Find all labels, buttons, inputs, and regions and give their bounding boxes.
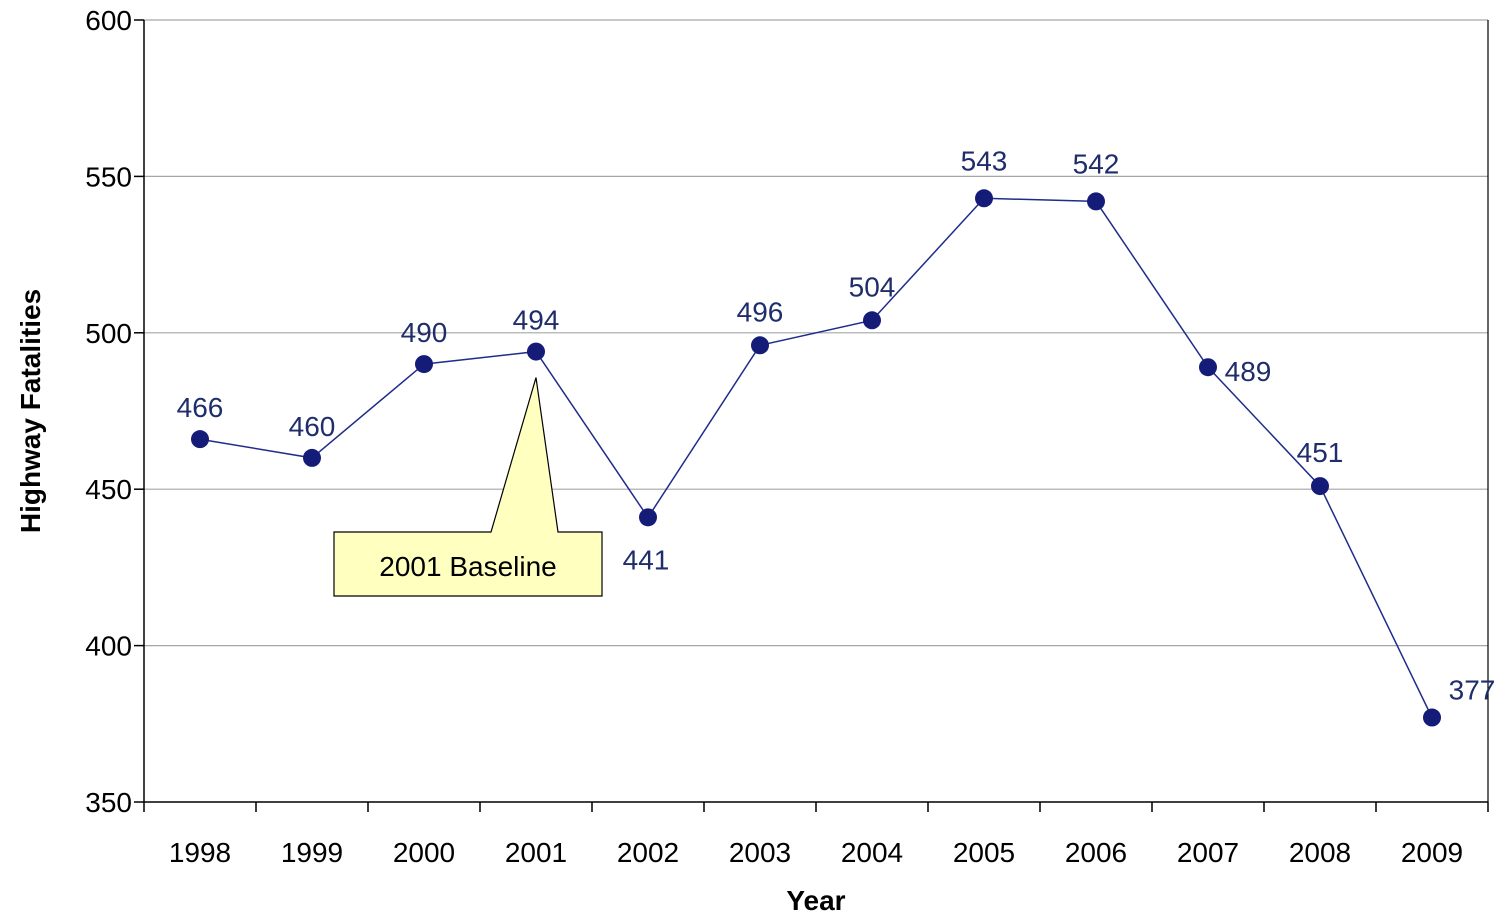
data-label: 496 xyxy=(737,296,784,327)
data-point xyxy=(1199,358,1217,377)
x-tick-label: 2007 xyxy=(1177,837,1239,868)
y-axis-title: Highway Fatalities xyxy=(15,289,46,533)
data-point xyxy=(1423,708,1441,727)
data-label: 466 xyxy=(177,392,224,423)
data-label: 490 xyxy=(401,317,448,348)
data-point xyxy=(1087,192,1105,211)
data-label: 377 xyxy=(1449,675,1496,706)
x-tick-label: 2005 xyxy=(953,837,1015,868)
data-label: 451 xyxy=(1297,437,1344,468)
y-tick-label: 500 xyxy=(85,318,132,349)
callout-shape xyxy=(333,377,603,597)
x-tick-label: 2009 xyxy=(1401,837,1463,868)
x-tick-label: 2006 xyxy=(1065,837,1127,868)
axes xyxy=(143,20,1489,803)
data-point xyxy=(303,448,321,467)
x-tick-label: 1999 xyxy=(281,837,343,868)
data-point xyxy=(975,189,993,208)
x-tick-label: 2003 xyxy=(729,837,791,868)
x-tick-label: 2008 xyxy=(1289,837,1351,868)
x-tick-label: 2000 xyxy=(393,837,455,868)
y-tick-label: 400 xyxy=(85,631,132,662)
data-label: 504 xyxy=(849,271,896,302)
data-label: 542 xyxy=(1073,148,1120,179)
data-label: 441 xyxy=(623,544,670,575)
data-points xyxy=(191,189,1441,727)
data-point xyxy=(527,342,545,361)
x-ticks: 1998 1999 2000 2001 2002 2003 2004 2005 2006 2007… xyxy=(143,802,1489,868)
data-point xyxy=(751,336,769,355)
y-tick-label: 350 xyxy=(85,787,132,818)
x-tick-label: 1998 xyxy=(169,837,231,868)
data-point xyxy=(639,508,657,527)
series-line xyxy=(199,197,1433,718)
y-ticks: 350 400 450 500 550 600 xyxy=(85,5,144,818)
callout-text: 2001 Baseline xyxy=(379,551,556,582)
baseline-callout: 2001 Baseline xyxy=(333,377,603,597)
x-axis-title: Year xyxy=(786,885,845,915)
data-labels: 466 460 490 494 441 496 504 543 542 489 451 377 xyxy=(177,145,1496,705)
data-label: 543 xyxy=(961,145,1008,176)
y-tick-label: 600 xyxy=(85,5,132,36)
y-tick-label: 450 xyxy=(85,474,132,505)
x-tick-label: 2004 xyxy=(841,837,903,868)
data-label: 460 xyxy=(289,411,336,442)
data-point xyxy=(191,430,209,449)
data-point xyxy=(1311,477,1329,496)
data-point xyxy=(863,311,881,330)
x-tick-label: 2001 xyxy=(505,837,567,868)
data-label: 489 xyxy=(1225,356,1272,387)
y-tick-label: 550 xyxy=(85,161,132,192)
x-tick-label: 2002 xyxy=(617,837,679,868)
data-point xyxy=(415,355,433,374)
data-label: 494 xyxy=(513,305,560,336)
